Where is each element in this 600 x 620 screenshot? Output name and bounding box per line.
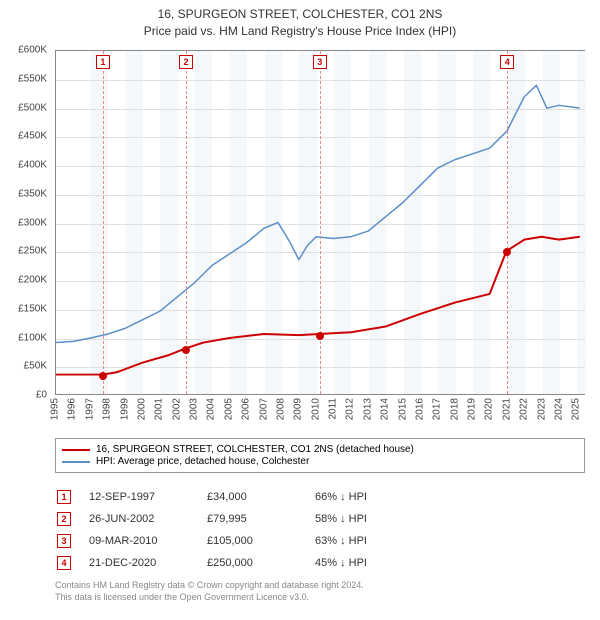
sales-row-date: 26-JUN-2002 [89,513,189,525]
x-tick-label: 2006 [241,398,252,420]
x-tick-label: 2016 [414,398,425,420]
x-tick-label: 2022 [519,398,530,420]
y-tick-label: £150K [18,303,47,314]
x-tick-label: 1998 [102,398,113,420]
legend: 16, SPURGEON STREET, COLCHESTER, CO1 2NS… [55,438,585,473]
x-tick-label: 2015 [397,398,408,420]
legend-item-hpi: HPI: Average price, detached house, Colc… [62,456,578,467]
y-tick-label: £100K [18,332,47,343]
legend-label-property: 16, SPURGEON STREET, COLCHESTER, CO1 2NS… [96,444,414,455]
sales-row-diff: 66% ↓ HPI [315,491,583,503]
x-tick-label: 2007 [258,398,269,420]
x-tick-label: 2023 [536,398,547,420]
x-axis-labels: 1995199619971998199920002001200220032004… [55,398,585,438]
x-tick-label: 2010 [310,398,321,420]
sale-dot [316,332,324,340]
sale-marker-line [103,51,104,394]
sales-row-badge: 1 [57,490,71,504]
y-tick-label: £500K [18,102,47,113]
sales-row-date: 09-MAR-2010 [89,535,189,547]
x-tick-label: 2013 [362,398,373,420]
sales-row-badge: 2 [57,512,71,526]
sales-row-date: 12-SEP-1997 [89,491,189,503]
sales-row-price: £250,000 [207,557,297,569]
y-tick-label: £0 [36,390,47,401]
sales-row-badge: 4 [57,556,71,570]
sale-marker-badge: 4 [500,55,514,69]
sales-row: 3 09-MAR-2010 £105,000 63% ↓ HPI [55,530,585,552]
y-tick-label: £350K [18,188,47,199]
x-tick-label: 2003 [189,398,200,420]
x-tick-label: 2002 [171,398,182,420]
x-tick-label: 2018 [449,398,460,420]
x-tick-label: 2025 [571,398,582,420]
sale-marker-badge: 2 [179,55,193,69]
legend-swatch-hpi [62,461,90,463]
x-tick-label: 2019 [467,398,478,420]
sales-row: 2 26-JUN-2002 £79,995 58% ↓ HPI [55,508,585,530]
sales-row-diff: 45% ↓ HPI [315,557,583,569]
x-tick-label: 2012 [345,398,356,420]
y-tick-label: £550K [18,73,47,84]
sales-row-diff: 63% ↓ HPI [315,535,583,547]
y-tick-label: £200K [18,275,47,286]
legend-label-hpi: HPI: Average price, detached house, Colc… [96,456,309,467]
sale-dot [503,248,511,256]
sale-marker-badge: 3 [313,55,327,69]
x-tick-label: 1995 [50,398,61,420]
y-tick-label: £50K [24,361,47,372]
footer-line-2: This data is licensed under the Open Gov… [55,592,585,604]
sales-row-diff: 58% ↓ HPI [315,513,583,525]
sales-row-price: £79,995 [207,513,297,525]
title-block: 16, SPURGEON STREET, COLCHESTER, CO1 2NS… [0,0,600,40]
x-tick-label: 2000 [136,398,147,420]
x-tick-label: 1996 [67,398,78,420]
x-tick-label: 2005 [223,398,234,420]
x-tick-label: 2009 [293,398,304,420]
sales-row: 4 21-DEC-2020 £250,000 45% ↓ HPI [55,552,585,574]
sales-row: 1 12-SEP-1997 £34,000 66% ↓ HPI [55,486,585,508]
title-line-2: Price paid vs. HM Land Registry's House … [0,23,600,40]
x-tick-label: 1997 [84,398,95,420]
sale-marker-line [320,51,321,394]
footer-line-1: Contains HM Land Registry data © Crown c… [55,580,585,592]
sale-marker-line [186,51,187,394]
footer-attribution: Contains HM Land Registry data © Crown c… [55,580,585,603]
sale-dot [182,346,190,354]
sale-marker-badge: 1 [96,55,110,69]
x-tick-label: 2001 [154,398,165,420]
y-tick-label: £450K [18,131,47,142]
y-tick-label: £250K [18,246,47,257]
sale-dot [99,372,107,380]
chart-container: 16, SPURGEON STREET, COLCHESTER, CO1 2NS… [0,0,600,620]
title-line-1: 16, SPURGEON STREET, COLCHESTER, CO1 2NS [0,6,600,23]
sales-row-price: £34,000 [207,491,297,503]
x-tick-label: 2017 [432,398,443,420]
x-tick-label: 2011 [328,398,339,420]
x-tick-label: 2021 [501,398,512,420]
legend-swatch-property [62,449,90,451]
sales-row-price: £105,000 [207,535,297,547]
y-axis-labels: £0£50K£100K£150K£200K£250K£300K£350K£400… [0,50,51,395]
x-tick-label: 2008 [275,398,286,420]
x-tick-label: 2014 [380,398,391,420]
x-tick-label: 2024 [553,398,564,420]
x-tick-label: 1999 [119,398,130,420]
sales-row-date: 21-DEC-2020 [89,557,189,569]
sale-marker-line [507,51,508,394]
y-tick-label: £600K [18,45,47,56]
y-tick-label: £300K [18,217,47,228]
y-tick-label: £400K [18,160,47,171]
sales-table: 1 12-SEP-1997 £34,000 66% ↓ HPI 2 26-JUN-2002… [55,486,585,574]
x-tick-label: 2020 [484,398,495,420]
legend-item-property: 16, SPURGEON STREET, COLCHESTER, CO1 2NS… [62,444,578,455]
x-tick-label: 2004 [206,398,217,420]
sales-row-badge: 3 [57,534,71,548]
plot-area: 1 2 3 4 [55,50,585,395]
